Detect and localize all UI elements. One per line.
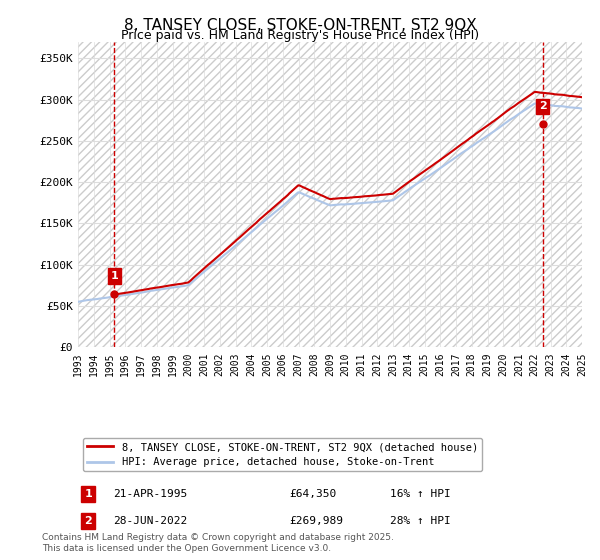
Text: 1: 1 <box>110 271 118 281</box>
Text: 16% ↑ HPI: 16% ↑ HPI <box>391 489 451 499</box>
Text: 2: 2 <box>84 516 92 526</box>
Text: 28% ↑ HPI: 28% ↑ HPI <box>391 516 451 526</box>
Text: Contains HM Land Registry data © Crown copyright and database right 2025.
This d: Contains HM Land Registry data © Crown c… <box>42 533 394 553</box>
Legend: 8, TANSEY CLOSE, STOKE-ON-TRENT, ST2 9QX (detached house), HPI: Average price, d: 8, TANSEY CLOSE, STOKE-ON-TRENT, ST2 9QX… <box>83 438 482 472</box>
Text: Price paid vs. HM Land Registry's House Price Index (HPI): Price paid vs. HM Land Registry's House … <box>121 29 479 42</box>
Text: £64,350: £64,350 <box>290 489 337 499</box>
Text: 1: 1 <box>84 489 92 499</box>
Text: 8, TANSEY CLOSE, STOKE-ON-TRENT, ST2 9QX: 8, TANSEY CLOSE, STOKE-ON-TRENT, ST2 9QX <box>124 18 476 33</box>
Text: £269,989: £269,989 <box>290 516 344 526</box>
Text: 2: 2 <box>539 101 547 111</box>
Text: 28-JUN-2022: 28-JUN-2022 <box>113 516 188 526</box>
Text: 21-APR-1995: 21-APR-1995 <box>113 489 188 499</box>
